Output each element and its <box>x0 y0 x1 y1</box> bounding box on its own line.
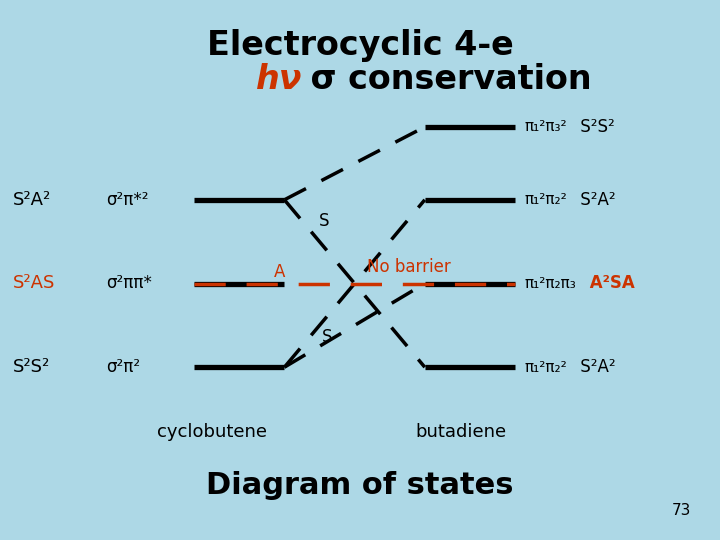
Text: π₁²π₂²: π₁²π₂² <box>524 360 567 375</box>
Text: S: S <box>319 212 329 231</box>
Text: cyclobutene: cyclobutene <box>158 423 267 441</box>
Text: π₁²π₃²: π₁²π₃² <box>524 119 567 134</box>
Text: S²S²: S²S² <box>13 358 50 376</box>
Text: No barrier: No barrier <box>367 258 451 276</box>
Text: σ²π*²: σ²π*² <box>107 191 149 209</box>
Text: S²A²: S²A² <box>13 191 51 209</box>
Text: hν: hν <box>256 63 302 96</box>
Text: S: S <box>323 328 333 347</box>
Text: σ²ππ*: σ²ππ* <box>107 274 153 293</box>
Text: A²SA: A²SA <box>584 274 634 293</box>
Text: Electrocyclic 4-e: Electrocyclic 4-e <box>207 29 513 63</box>
Text: S²S²: S²S² <box>575 118 615 136</box>
Text: S²A²: S²A² <box>575 358 616 376</box>
Text: S²A²: S²A² <box>575 191 616 209</box>
Text: Diagram of states: Diagram of states <box>206 471 514 501</box>
Text: σ²π²: σ²π² <box>107 358 140 376</box>
Text: S²AS: S²AS <box>13 274 55 293</box>
Text: π₁²π₂²: π₁²π₂² <box>524 192 567 207</box>
Text: A: A <box>274 262 285 281</box>
Text: σ conservation: σ conservation <box>299 63 591 96</box>
Text: 73: 73 <box>672 503 691 518</box>
Text: π₁²π₂π₃: π₁²π₂π₃ <box>524 276 576 291</box>
Text: butadiene: butadiene <box>415 423 506 441</box>
